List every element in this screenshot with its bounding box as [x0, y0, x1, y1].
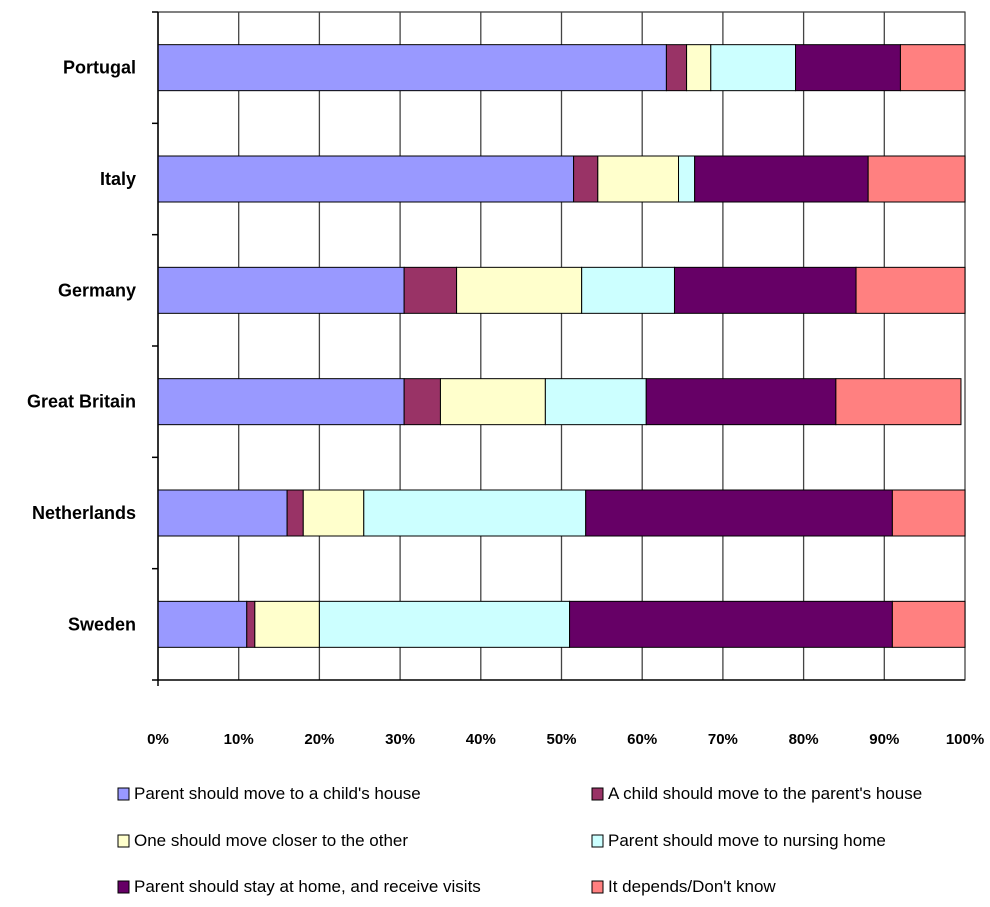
- x-tick-label: 70%: [708, 731, 738, 748]
- bar-segment: [585, 489, 893, 537]
- bar-segment: [157, 44, 667, 92]
- x-tick-label: 30%: [385, 731, 415, 748]
- category-label: Great Britain: [27, 392, 136, 412]
- bar-segment: [855, 266, 966, 314]
- bar-segment: [891, 489, 966, 537]
- legend-swatch: [117, 834, 130, 848]
- x-tick-label: 80%: [789, 731, 819, 748]
- x-tick-label: 50%: [546, 731, 576, 748]
- bar-segment: [573, 155, 599, 203]
- bar-segment: [597, 155, 680, 203]
- bar-segment: [157, 378, 405, 426]
- category-label: Portugal: [63, 58, 136, 78]
- bar-segment: [678, 155, 696, 203]
- bar-segment: [694, 155, 869, 203]
- legend-swatch: [117, 880, 130, 894]
- category-label: Germany: [58, 280, 136, 300]
- x-tick-label: 0%: [147, 731, 169, 748]
- bar-segment: [157, 155, 575, 203]
- bar-segment: [673, 266, 857, 314]
- bar-segment: [710, 44, 797, 92]
- bar-segment: [581, 266, 675, 314]
- x-tick-label: 20%: [304, 731, 334, 748]
- bar-segment: [246, 600, 256, 648]
- bars: [157, 44, 966, 648]
- legend-swatch: [591, 787, 604, 801]
- bar-segment: [645, 378, 837, 426]
- bar-segment: [157, 266, 405, 314]
- bar-segment: [157, 489, 288, 537]
- bar-segment: [891, 600, 966, 648]
- bar-segment: [403, 266, 458, 314]
- gridlines: [157, 11, 966, 681]
- x-tick-label: 90%: [869, 731, 899, 748]
- legend-label: Parent should move to a child's house: [134, 784, 421, 803]
- legend-label: One should move closer to the other: [134, 831, 408, 850]
- legend-label: A child should move to the parent's hous…: [608, 784, 922, 803]
- x-tick-label: 10%: [224, 731, 254, 748]
- bar-segment: [157, 600, 248, 648]
- x-tick-label: 100%: [946, 731, 984, 748]
- legend-label: Parent should stay at home, and receive …: [134, 877, 481, 896]
- category-label: Italy: [100, 169, 136, 189]
- bar-segment: [867, 155, 966, 203]
- legend: Parent should move to a child's house A c…: [117, 784, 922, 896]
- bar-segment: [665, 44, 688, 92]
- x-tick-label: 40%: [466, 731, 496, 748]
- legend-label: It depends/Don't know: [608, 877, 776, 896]
- bar-segment: [403, 378, 441, 426]
- legend-swatch: [591, 834, 604, 848]
- bar-segment: [899, 44, 966, 92]
- bar-segment: [835, 378, 962, 426]
- legend-swatch: [591, 880, 604, 894]
- legend-swatch: [117, 787, 130, 801]
- category-labels: Portugal Italy Germany Great Britain Netherl…: [27, 58, 136, 635]
- bar-segment: [544, 378, 647, 426]
- bar-segment: [439, 378, 546, 426]
- category-label: Netherlands: [32, 503, 136, 523]
- bar-segment: [254, 600, 320, 648]
- bar-segment: [456, 266, 583, 314]
- bar-segment: [569, 600, 893, 648]
- x-tick-labels: 0% 10% 20% 30% 40% 50% 60% 70% 80% 90% 100%: [147, 731, 984, 748]
- bar-segment: [286, 489, 304, 537]
- bar-segment: [302, 489, 365, 537]
- bar-segment: [795, 44, 901, 92]
- bar-segment: [686, 44, 712, 92]
- legend-label: Parent should move to nursing home: [608, 831, 886, 850]
- bar-segment: [318, 600, 571, 648]
- x-tick-label: 60%: [627, 731, 657, 748]
- category-label: Sweden: [68, 614, 136, 634]
- axes: [152, 11, 965, 686]
- bar-segment: [363, 489, 587, 537]
